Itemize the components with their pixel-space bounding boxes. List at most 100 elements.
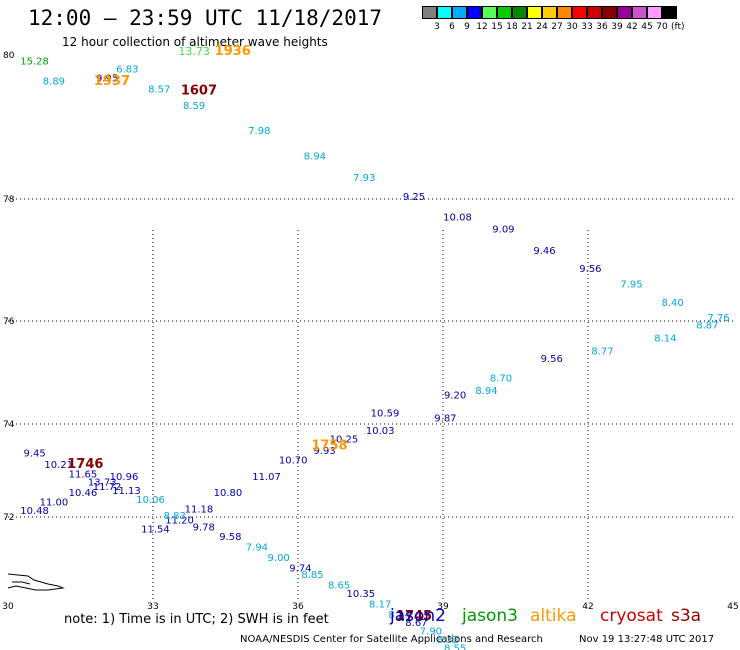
data-point-label: 8.24 — [388, 610, 410, 621]
x-tick-label: 33 — [147, 602, 158, 612]
data-point-label: 7.98 — [248, 126, 270, 137]
color-scale-label: 39 — [611, 22, 623, 32]
color-scale-label: 30 — [566, 22, 578, 32]
x-tick-label: 39 — [437, 602, 449, 612]
data-point-label: 9.09 — [492, 225, 514, 236]
generated-timestamp: Nov 19 13:27:48 UTC 2017 — [579, 634, 715, 645]
color-swatch — [617, 6, 632, 19]
color-scale-label: 6 — [449, 22, 455, 32]
chart-subtitle: 12 hour collection of altimeter wave hei… — [62, 35, 328, 49]
time-label: 1746 — [67, 457, 103, 472]
data-point-label: 11.65 — [69, 469, 98, 480]
color-scale-label: 33 — [581, 22, 593, 32]
data-point-label: 10.35 — [347, 589, 376, 600]
chart-title: 12:00 – 23:59 UTC 11/18/2017 — [28, 6, 383, 30]
data-point-label: 9.25 — [403, 192, 425, 203]
data-point-label: 7.90 — [420, 627, 442, 638]
data-point-label: 8.14 — [654, 334, 676, 345]
data-point-label: 10.70 — [279, 456, 308, 467]
legend-item-s3a: s3a — [671, 606, 702, 626]
data-point-label: 10.96 — [110, 472, 139, 483]
color-scale-label: 15 — [491, 22, 503, 32]
color-swatch — [437, 6, 452, 19]
color-scale-label: 24 — [536, 22, 548, 32]
color-swatch — [587, 6, 602, 19]
data-point-label: 11.72 — [93, 482, 122, 493]
time-label: 1937 — [94, 74, 130, 89]
color-scale-label: 45 — [641, 22, 653, 32]
color-swatch — [497, 6, 512, 19]
coastline-shape — [7, 573, 65, 591]
data-point-label: 8.55 — [444, 643, 466, 650]
y-tick-label: 80 — [3, 51, 15, 61]
data-point-label: 10.08 — [443, 212, 472, 223]
data-point-label: 9.00 — [268, 553, 290, 564]
data-point-label: 8.67 — [405, 618, 427, 629]
data-point-label: 9.56 — [579, 264, 601, 275]
x-tick-label: 36 — [292, 602, 304, 612]
color-swatch — [662, 6, 677, 19]
color-scale-label: 42 — [626, 22, 638, 32]
data-point-label: 8.40 — [661, 298, 683, 309]
color-swatch — [602, 6, 617, 19]
x-tick-label: 45 — [727, 602, 738, 612]
y-tick-label: 72 — [3, 513, 14, 523]
data-point-label: 9.87 — [434, 413, 456, 424]
color-scale-label: 70 — [656, 22, 668, 32]
color-swatch — [512, 6, 527, 19]
data-point-label: 11.20 — [165, 515, 194, 526]
data-point-label: 9.20 — [444, 390, 466, 401]
data-point-label: 10.46 — [69, 488, 98, 499]
data-point-label: 8.77 — [591, 346, 613, 357]
data-point-label: 11.07 — [252, 472, 281, 483]
color-scale-label: 36 — [596, 22, 608, 32]
data-point-label: 8.83 — [164, 511, 186, 522]
data-point-label: 11.00 — [40, 497, 69, 508]
color-scale-label: 21 — [521, 22, 533, 32]
data-point-label: 9.95 — [96, 74, 118, 85]
data-point-label: 13.73 — [178, 45, 210, 58]
legend-item-jason2: jason2 — [390, 606, 446, 626]
color-swatch — [527, 6, 542, 19]
color-swatch — [647, 6, 662, 19]
data-point-label: 8.87 — [696, 321, 718, 332]
data-point-label: 10.21 — [44, 460, 73, 471]
data-point-label: 7.93 — [353, 173, 375, 184]
data-point-label: 8.70 — [490, 373, 512, 384]
time-label: 1745 — [396, 609, 432, 624]
color-swatch — [422, 6, 437, 19]
legend-item-cryosat: cryosat — [600, 606, 663, 626]
color-swatch — [557, 6, 572, 19]
color-scale-label: 3 — [434, 22, 440, 32]
data-point-label: 10.25 — [330, 435, 359, 446]
legend-item-altika: altika — [530, 606, 577, 626]
color-swatch — [542, 6, 557, 19]
color-swatch — [482, 6, 497, 19]
data-point-label: 9.93 — [313, 446, 335, 457]
data-point-label: 9.78 — [193, 522, 215, 533]
data-point-label: 11.54 — [141, 525, 170, 536]
data-point-label: 8.59 — [183, 101, 205, 112]
data-point-label: 11.18 — [185, 504, 214, 515]
data-point-label: 9.56 — [541, 354, 563, 365]
data-point-label: 8.65 — [328, 580, 350, 591]
color-swatch — [572, 6, 587, 19]
color-swatch — [467, 6, 482, 19]
data-point-label: 9.58 — [219, 532, 241, 543]
color-scale-label: 9 — [464, 22, 470, 32]
color-swatch — [452, 6, 467, 19]
data-point-label: 7.95 — [620, 279, 642, 290]
data-point-label: 6.83 — [116, 64, 138, 75]
data-point-label: 7.94 — [246, 543, 268, 554]
y-tick-label: 74 — [3, 420, 15, 430]
data-point-label: 10.48 — [20, 506, 49, 517]
data-point-label: 7.76 — [707, 313, 729, 324]
data-point-label: 8.32 — [437, 635, 459, 646]
data-point-label: 9.45 — [23, 449, 45, 460]
data-point-label: 8.57 — [148, 84, 170, 95]
credit-text: NOAA/NESDIS Center for Satellite Applica… — [240, 634, 543, 645]
data-point-label: 8.94 — [304, 151, 326, 162]
data-point-label: 9.74 — [289, 564, 311, 575]
data-point-label: 8.85 — [301, 570, 323, 581]
